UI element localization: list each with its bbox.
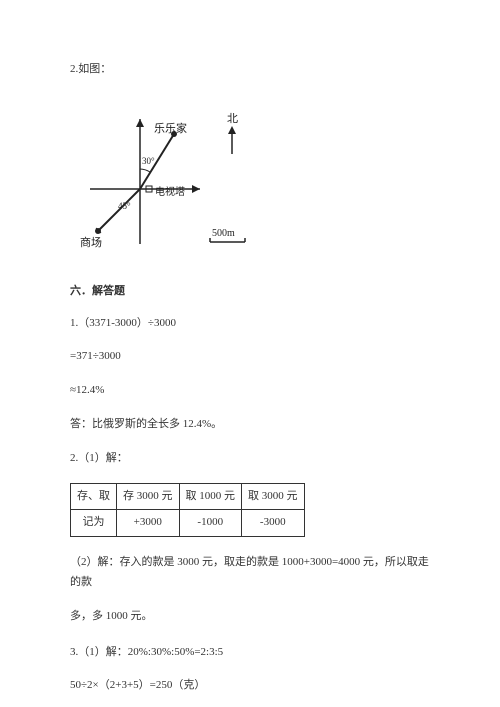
deposit-table: 存、取 存 3000 元 取 1000 元 取 3000 元 记为 +3000 …	[70, 483, 305, 538]
p1-answer: 答：比俄罗斯的全长多 12.4%。	[70, 415, 430, 435]
table-cell: 取 3000 元	[242, 483, 305, 510]
diagram-svg: 北 乐乐家 30° 电视塔 45° 商场 500m	[70, 94, 260, 264]
p3-step1: 3.（1）解：20%:30%:50%=2:3:5	[70, 643, 430, 663]
p2-part2-line1: （2）解：存入的款是 3000 元，取走的款是 1000+3000=4000 元…	[70, 553, 430, 593]
north-label: 北	[227, 112, 238, 125]
table-cell: 取 1000 元	[179, 483, 242, 510]
table-cell: -3000	[242, 510, 305, 537]
table-row: 记为 +3000 -1000 -3000	[71, 510, 305, 537]
table-row: 存、取 存 3000 元 取 1000 元 取 3000 元	[71, 483, 305, 510]
p1-step3: ≈12.4%	[70, 381, 430, 401]
table-cell: 存 3000 元	[117, 483, 180, 510]
tv-tower-label: 电视塔	[155, 185, 185, 198]
table-cell: 存、取	[71, 483, 117, 510]
p1-step2: =371÷3000	[70, 347, 430, 367]
p2-part1-label: 2.（1）解：	[70, 449, 430, 469]
section-6-title: 六．解答题	[70, 282, 430, 302]
angle-45-label: 45°	[118, 201, 131, 211]
p1-step1: 1.（3371-3000）÷3000	[70, 314, 430, 334]
p3-step2: 50÷2×（2+3+5）=250（克）	[70, 676, 430, 696]
table-cell: +3000	[117, 510, 180, 537]
table-cell: 记为	[71, 510, 117, 537]
problem-2-label: 2.如图：	[70, 60, 430, 80]
p2-part2-line2: 多，多 1000 元。	[70, 607, 430, 627]
angle-30-label: 30°	[142, 156, 155, 166]
table-cell: -1000	[179, 510, 242, 537]
scale-label: 500m	[212, 228, 235, 239]
mall-label: 商场	[80, 235, 102, 249]
compass-diagram: 北 乐乐家 30° 电视塔 45° 商场 500m	[70, 94, 430, 264]
lele-home-label: 乐乐家	[154, 121, 187, 135]
